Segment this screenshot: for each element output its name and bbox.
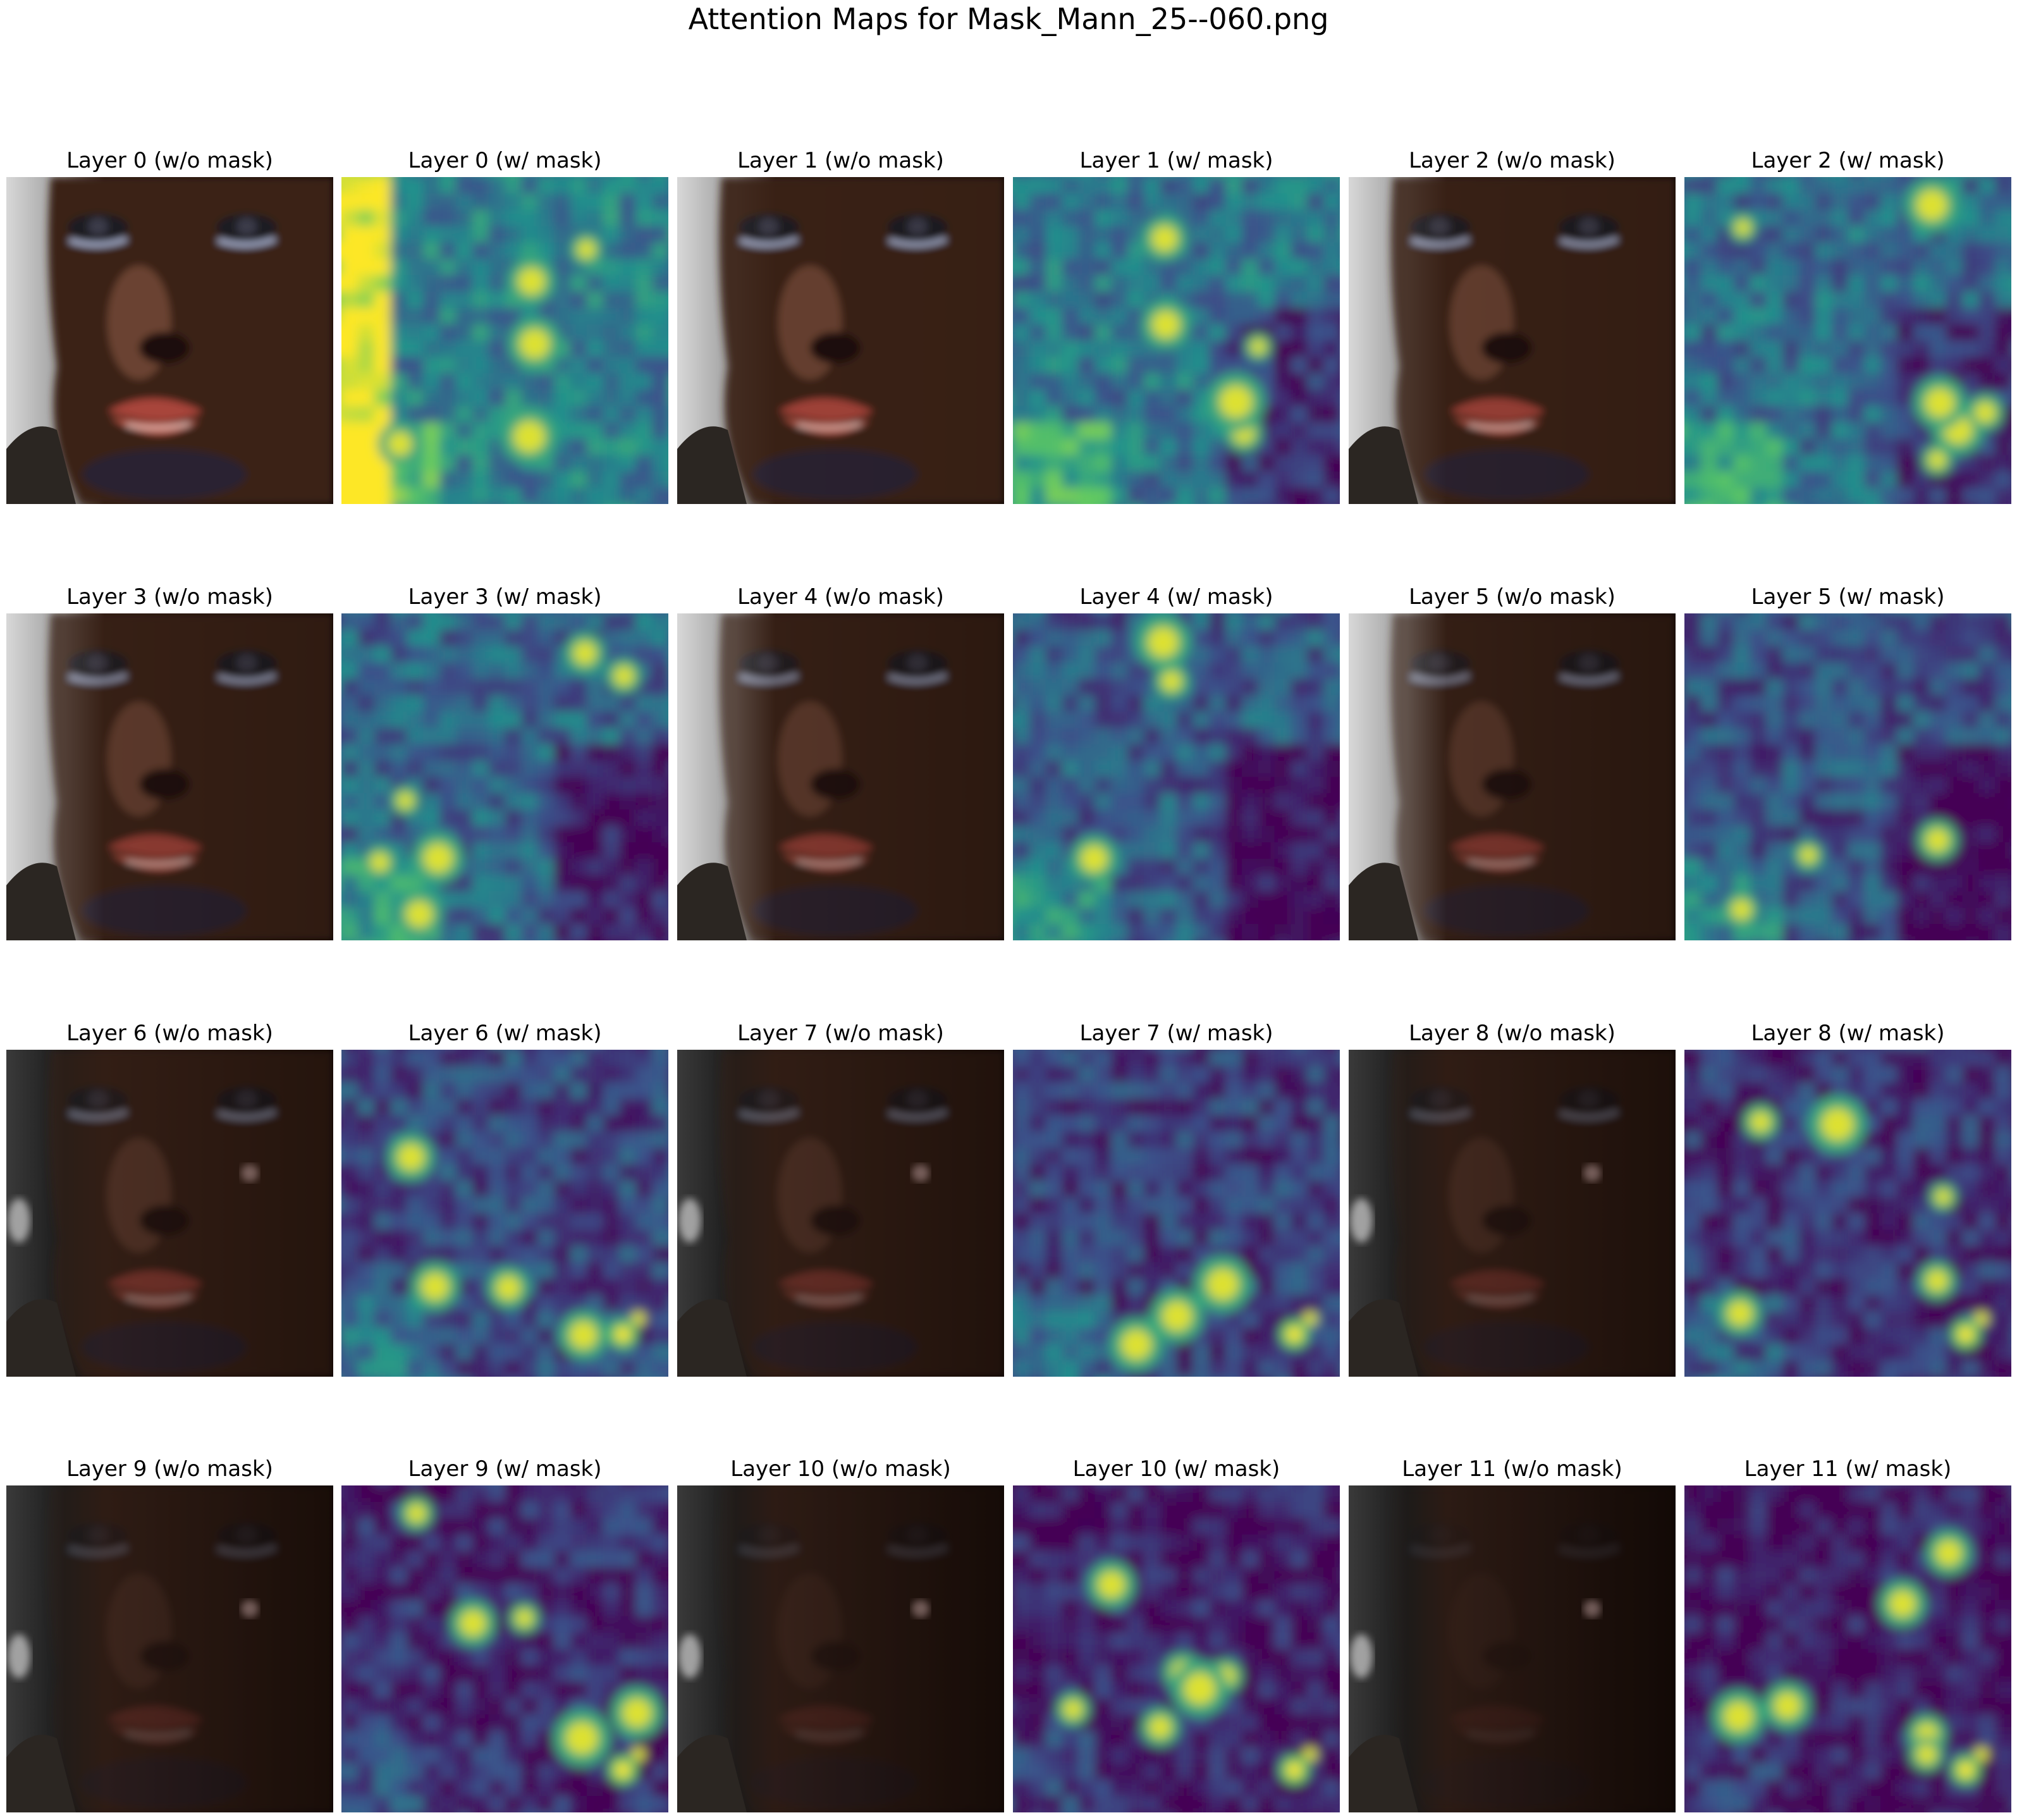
heatmap-svg bbox=[1684, 613, 2011, 940]
face-photo bbox=[1390, 613, 1676, 940]
panel-title: Layer 7 (w/o mask) bbox=[737, 1021, 944, 1046]
face-image bbox=[6, 1485, 333, 1812]
panel-title: Layer 3 (w/ mask) bbox=[408, 584, 602, 610]
heatmap-cells bbox=[341, 1050, 668, 1377]
attention-heatmap bbox=[341, 1050, 668, 1377]
panel-title: Layer 8 (w/ mask) bbox=[1751, 1021, 1945, 1046]
panel-title: Layer 11 (w/o mask) bbox=[1402, 1456, 1622, 1482]
face-image bbox=[677, 177, 1004, 504]
attention-heatmap bbox=[1013, 1050, 1340, 1377]
face-image-svg bbox=[1349, 1485, 1676, 1812]
attention-heatmap bbox=[1013, 1485, 1340, 1812]
face-photo bbox=[1390, 1050, 1676, 1377]
heatmap-svg bbox=[1013, 1485, 1340, 1812]
face-image bbox=[1349, 1485, 1676, 1812]
panel-title: Layer 2 (w/o mask) bbox=[1409, 148, 1615, 173]
heatmap-cells bbox=[1013, 177, 1340, 504]
attention-heatmap bbox=[1684, 613, 2011, 940]
panel-title: Layer 9 (w/o mask) bbox=[66, 1456, 273, 1482]
face-image-svg bbox=[6, 177, 333, 504]
panel-title: Layer 0 (w/o mask) bbox=[66, 148, 273, 173]
panel-title: Layer 4 (w/o mask) bbox=[737, 584, 944, 610]
attention-heatmap bbox=[1684, 1485, 2011, 1812]
face-image-svg bbox=[1349, 613, 1676, 940]
face-image bbox=[6, 177, 333, 504]
panel-title: Layer 2 (w/ mask) bbox=[1751, 148, 1945, 173]
attention-heatmap bbox=[1013, 613, 1340, 940]
panel-title: Layer 10 (w/ mask) bbox=[1072, 1456, 1280, 1482]
heatmap-cells bbox=[1013, 1485, 1340, 1812]
face-image-svg bbox=[6, 613, 333, 940]
face-photo bbox=[719, 177, 1004, 504]
face-photo bbox=[48, 1050, 333, 1377]
attention-heatmap bbox=[1013, 177, 1340, 504]
panel-title: Layer 3 (w/o mask) bbox=[66, 584, 273, 610]
face-image bbox=[1349, 613, 1676, 940]
face-image bbox=[1349, 177, 1676, 504]
face-image bbox=[677, 1050, 1004, 1377]
face-image bbox=[6, 1050, 333, 1377]
face-image-svg bbox=[677, 613, 1004, 940]
heatmap-cells bbox=[1013, 613, 1340, 940]
heatmap-svg bbox=[341, 1485, 668, 1812]
heatmap-svg bbox=[341, 613, 668, 940]
heatmap-cells bbox=[1684, 1050, 2011, 1377]
heatmap-cells bbox=[341, 1485, 668, 1812]
heatmap-cells bbox=[1013, 1050, 1340, 1377]
face-image-svg bbox=[1349, 1050, 1676, 1377]
face-photo bbox=[719, 1485, 1004, 1812]
panel-title: Layer 10 (w/o mask) bbox=[730, 1456, 951, 1482]
panel-title: Layer 9 (w/ mask) bbox=[408, 1456, 602, 1482]
heatmap-cells bbox=[1684, 613, 2011, 940]
face-image bbox=[6, 613, 333, 940]
panel-title: Layer 1 (w/ mask) bbox=[1079, 148, 1273, 173]
attention-heatmap bbox=[341, 177, 668, 504]
heatmap-cells bbox=[1684, 177, 2011, 504]
panel-title: Layer 4 (w/ mask) bbox=[1079, 584, 1273, 610]
face-image-svg bbox=[6, 1485, 333, 1812]
attention-heatmap bbox=[1684, 177, 2011, 504]
face-photo bbox=[48, 1485, 333, 1812]
face-image bbox=[1349, 1050, 1676, 1377]
heatmap-svg bbox=[1013, 613, 1340, 940]
panel-title: Layer 6 (w/ mask) bbox=[408, 1021, 602, 1046]
heatmap-svg bbox=[1013, 177, 1340, 504]
attention-heatmap bbox=[341, 613, 668, 940]
face-photo bbox=[1390, 177, 1676, 504]
panel-title: Layer 1 (w/o mask) bbox=[737, 148, 944, 173]
face-photo bbox=[48, 613, 333, 940]
face-image-svg bbox=[6, 1050, 333, 1377]
heatmap-svg bbox=[341, 177, 668, 504]
face-image bbox=[677, 613, 1004, 940]
face-image-svg bbox=[1349, 177, 1676, 504]
face-photo bbox=[719, 1050, 1004, 1377]
panel-title: Layer 5 (w/ mask) bbox=[1751, 584, 1945, 610]
panel-title: Layer 8 (w/o mask) bbox=[1409, 1021, 1615, 1046]
heatmap-svg bbox=[1684, 1485, 2011, 1812]
figure-title: Attention Maps for Mask_Mann_25--060.png bbox=[688, 2, 1329, 36]
panel-title: Layer 11 (w/ mask) bbox=[1744, 1456, 1952, 1482]
panel-title: Layer 0 (w/ mask) bbox=[408, 148, 602, 173]
heatmap-cells bbox=[341, 613, 668, 940]
face-photo bbox=[48, 177, 333, 504]
heatmap-cells bbox=[1684, 1485, 2011, 1812]
heatmap-svg bbox=[1684, 1050, 2011, 1377]
panel-title: Layer 5 (w/o mask) bbox=[1409, 584, 1615, 610]
heatmap-svg bbox=[1013, 1050, 1340, 1377]
face-photo bbox=[719, 613, 1004, 940]
face-image-svg bbox=[677, 177, 1004, 504]
face-photo bbox=[1390, 1485, 1676, 1812]
heatmap-svg bbox=[341, 1050, 668, 1377]
heatmap-cells bbox=[341, 177, 668, 504]
face-image-svg bbox=[677, 1050, 1004, 1377]
panel-title: Layer 7 (w/ mask) bbox=[1079, 1021, 1273, 1046]
attention-heatmap bbox=[341, 1485, 668, 1812]
heatmap-svg bbox=[1684, 177, 2011, 504]
attention-heatmap bbox=[1684, 1050, 2011, 1377]
face-image bbox=[677, 1485, 1004, 1812]
face-image-svg bbox=[677, 1485, 1004, 1812]
panel-title: Layer 6 (w/o mask) bbox=[66, 1021, 273, 1046]
